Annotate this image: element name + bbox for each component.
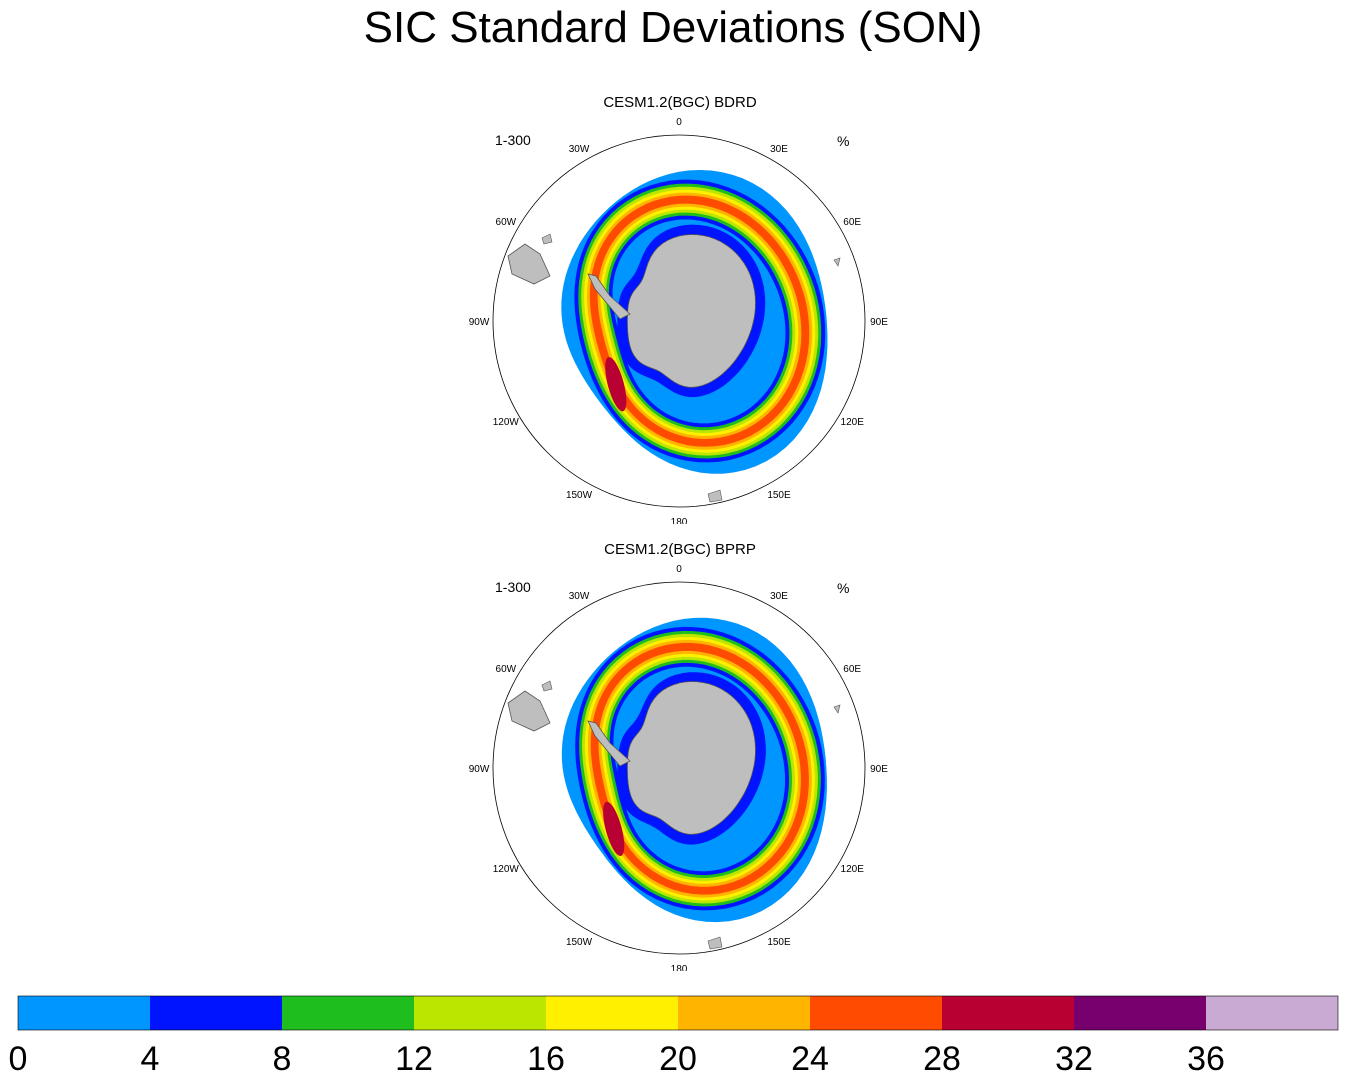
- colorbar-label: 12: [395, 1040, 433, 1078]
- colorbar-label: 24: [791, 1040, 829, 1078]
- map-panel-bdrd: CESM1.2(BGC) BDRD 1-300 % 0 30E 60E 90E 120E…: [430, 94, 930, 524]
- map-panel-bprp: CESM1.2(BGC) BPRP 1-300 % 0 30E 60E 90E 120E…: [430, 541, 930, 971]
- panel-title: CESM1.2(BGC) BPRP: [604, 541, 756, 558]
- lon-label: 150E: [767, 490, 791, 501]
- colorbar-label: 32: [1055, 1040, 1093, 1078]
- antarctica-land: [627, 681, 756, 835]
- colorbar-swatch: [18, 996, 150, 1030]
- lon-label: 60W: [496, 664, 517, 675]
- island-150e: [707, 936, 723, 950]
- polar-map: 0 30E 60E 90E 120E 150E 180 150W 120W 90W 60W 30W: [469, 117, 889, 524]
- colorbar-swatch: [546, 996, 678, 1030]
- colorbar: 0 4 8 12 16 20 24 28 32 36: [9, 995, 1339, 1078]
- figure-title: SIC Standard Deviations (SON): [363, 3, 983, 52]
- lon-label: 0: [676, 117, 682, 128]
- colorbar-frame: [17, 995, 1339, 1031]
- panel-units-label: %: [837, 580, 850, 596]
- lon-label: 150E: [767, 937, 791, 948]
- lon-label: 0: [676, 564, 682, 575]
- colorbar-label: 0: [9, 1040, 28, 1078]
- falkland-islands: [541, 680, 553, 692]
- colorbar-swatch: [150, 996, 282, 1030]
- colorbar-label: 16: [527, 1040, 565, 1078]
- lon-label: 120W: [493, 864, 520, 875]
- kerguelen-island: [833, 257, 841, 267]
- panel-left-label: 1-300: [495, 579, 531, 595]
- colorbar-swatch: [1074, 996, 1206, 1030]
- falkland-islands: [541, 233, 553, 245]
- lon-label: 150W: [566, 490, 593, 501]
- lon-label: 60E: [843, 217, 861, 228]
- colorbar-label: 20: [659, 1040, 697, 1078]
- polar-map: 0 30E 60E 90E 120E 150E 180 150W 120W 90W 60W 30W: [469, 564, 889, 971]
- colorbar-label: 4: [141, 1040, 160, 1078]
- lon-label: 30E: [770, 591, 788, 602]
- lon-label: 180: [671, 517, 688, 524]
- lon-label: 30W: [569, 591, 590, 602]
- panel-units-label: %: [837, 133, 850, 149]
- lon-label: 120E: [841, 417, 865, 428]
- colorbar-swatch: [282, 996, 414, 1030]
- antarctica-land: [627, 234, 756, 388]
- lon-label: 30E: [770, 144, 788, 155]
- antarctic-peninsula: [587, 720, 631, 767]
- south-america-land: [507, 690, 551, 732]
- colorbar-swatch: [414, 996, 546, 1030]
- lon-label: 60E: [843, 664, 861, 675]
- south-america-land: [507, 243, 551, 285]
- sic-std-band-2: [578, 183, 822, 459]
- lon-label: 90E: [870, 317, 888, 328]
- lon-label: 90W: [469, 764, 490, 775]
- map-boundary: [492, 581, 866, 955]
- lon-label: 90W: [469, 317, 490, 328]
- kerguelen-island: [833, 704, 841, 714]
- lon-label: 120E: [841, 864, 865, 875]
- colorbar-label: 36: [1187, 1040, 1225, 1078]
- colorbar-swatch: [810, 996, 942, 1030]
- lon-label: 60W: [496, 217, 517, 228]
- colorbar-label: 28: [923, 1040, 961, 1078]
- lon-label: 120W: [493, 417, 520, 428]
- panel-title: CESM1.2(BGC) BDRD: [603, 94, 757, 111]
- peak-hotspot: [603, 801, 625, 857]
- panel-left-label: 1-300: [495, 132, 531, 148]
- colorbar-swatch: [1206, 996, 1338, 1030]
- lon-label: 150W: [566, 937, 593, 948]
- colorbar-swatch: [678, 996, 810, 1030]
- lon-label: 30W: [569, 144, 590, 155]
- sic-std-band-2: [579, 630, 821, 907]
- lon-label: 90E: [870, 764, 888, 775]
- island-150e: [707, 489, 723, 503]
- colorbar-swatch: [942, 996, 1074, 1030]
- antarctic-peninsula: [587, 273, 631, 320]
- map-boundary: [492, 134, 866, 508]
- colorbar-label: 8: [273, 1040, 292, 1078]
- lon-label: 180: [671, 964, 688, 971]
- peak-hotspot: [605, 357, 627, 412]
